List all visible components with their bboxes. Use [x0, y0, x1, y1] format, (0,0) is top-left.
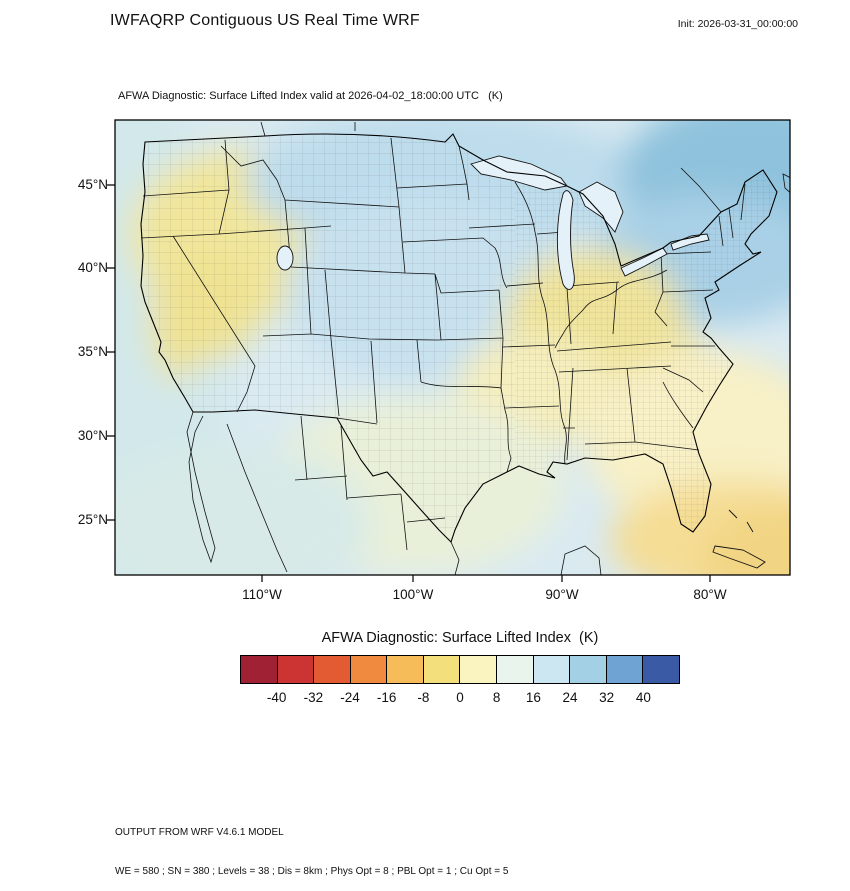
state-boundaries-east: [514, 181, 746, 465]
colorbar-tick-label: -16: [376, 690, 397, 705]
lon-label-90w: 90°W: [545, 587, 578, 602]
colorbar-segment: [423, 656, 461, 683]
lon-label-80w: 80°W: [693, 587, 726, 602]
lake-michigan: [556, 190, 575, 290]
cuba-bahamas-outline: [712, 509, 766, 569]
colorbar-segment: [460, 656, 498, 683]
map-frame-contents: [115, 120, 790, 575]
lat-label-25n: 25°N: [78, 512, 108, 527]
colorbar-segments: [240, 655, 680, 684]
colorbar-tick-label: 8: [492, 690, 501, 705]
axis-ticks: [107, 184, 711, 582]
colorbar-tick-label: -40: [266, 690, 287, 705]
lat-label-40n: 40°N: [78, 260, 108, 275]
page-title: IWFAQRP Contiguous US Real Time WRF: [110, 12, 420, 29]
colorbar-segment: [241, 656, 278, 683]
colorbar-ticks: -40 -32 -24 -16 -8 0 8 16 24 32 40: [240, 688, 680, 710]
footer-line2: WE = 580 ; SN = 380 ; Levels = 38 ; Dis …: [115, 866, 509, 877]
colorbar-tick-label: 24: [562, 690, 578, 705]
mexico-boundaries: [186, 411, 602, 575]
field-blob-mexico-pale: [115, 445, 370, 575]
us-outline: [140, 133, 778, 544]
colorbar-tick-label: -32: [303, 690, 324, 705]
lat-label-30n: 30°N: [78, 428, 108, 443]
colorbar-segment: [497, 656, 534, 683]
map-subtitle: AFWA Diagnostic: Surface Lifted Index va…: [118, 90, 503, 102]
wrf-map-plot: 45°N 40°N 35°N 30°N 25°N 110°W 100°W 90°…: [78, 119, 791, 602]
lon-label-110w: 110°W: [242, 587, 282, 602]
colorbar-tick-label: 16: [525, 690, 541, 705]
colorbar-segment: [314, 656, 351, 683]
colorbar-tick-label: 32: [599, 690, 615, 705]
colorbar-segment: [606, 656, 644, 683]
lake-ontario: [670, 233, 710, 251]
colorbar-segment: [277, 656, 315, 683]
lake-erie: [620, 247, 668, 277]
colorbar-segment: [350, 656, 388, 683]
colorbar-segment: [387, 656, 424, 683]
great-salt-lake: [276, 245, 294, 271]
footer-line1: OUTPUT FROM WRF V4.6.1 MODEL: [115, 827, 284, 838]
lake-huron: [578, 181, 624, 233]
init-timestamp: Init: 2026-03-31_00:00:00: [677, 18, 798, 30]
colorbar-tick-label: 40: [635, 690, 651, 705]
colorbar-segment: [643, 656, 679, 683]
map-frame: [114, 119, 791, 576]
colorbar: AFWA Diagnostic: Surface Lifted Index (K…: [240, 630, 680, 710]
colorbar-title: AFWA Diagnostic: Surface Lifted Index (K…: [321, 630, 599, 646]
great-lakes: [276, 155, 710, 290]
lat-label-35n: 35°N: [78, 344, 108, 359]
colorbar-tick-label: 0: [456, 690, 464, 705]
colorbar-tick-label: -8: [417, 690, 430, 705]
field-blob-corner-warm: [702, 505, 790, 575]
colorbar-segment: [533, 656, 571, 683]
lon-label-100w: 100°W: [393, 587, 434, 602]
state-boundaries-west: [140, 137, 560, 473]
colorbar-tick-label: -24: [340, 690, 360, 705]
lat-label-45n: 45°N: [78, 177, 108, 192]
colorbar-segment: [570, 656, 607, 683]
model-info-footer: OUTPUT FROM WRF V4.6.1 MODEL WE = 580 ; …: [115, 800, 508, 891]
canada-boundaries: [260, 121, 790, 213]
